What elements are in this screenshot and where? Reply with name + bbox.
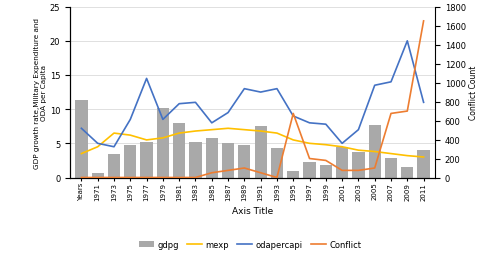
Bar	[254, 127, 267, 178]
Bar	[336, 147, 348, 178]
mexp	[388, 152, 394, 155]
odapercapi	[225, 112, 231, 115]
odapercapi	[176, 103, 182, 106]
odapercapi	[323, 123, 329, 126]
Conflict	[274, 176, 280, 179]
Bar	[418, 151, 430, 178]
Bar	[320, 166, 332, 178]
odapercapi	[78, 127, 84, 130]
mexp	[225, 127, 231, 130]
mexp	[144, 139, 150, 142]
odapercapi	[356, 129, 362, 132]
odapercapi	[209, 122, 215, 125]
Bar	[173, 123, 186, 178]
odapercapi	[339, 142, 345, 145]
Line: Conflict: Conflict	[82, 22, 423, 178]
Conflict	[176, 176, 182, 179]
Bar	[108, 154, 120, 178]
Conflict	[323, 159, 329, 162]
Conflict	[372, 167, 378, 170]
Conflict	[258, 171, 264, 174]
mexp	[111, 132, 117, 135]
mexp	[306, 142, 312, 145]
odapercapi	[128, 118, 134, 121]
Conflict	[111, 176, 117, 179]
X-axis label: Axis Title: Axis Title	[232, 206, 273, 215]
Conflict	[144, 176, 150, 179]
mexp	[290, 139, 296, 142]
Bar	[238, 145, 250, 178]
odapercapi	[258, 91, 264, 94]
Bar	[271, 149, 283, 178]
mexp	[356, 149, 362, 152]
odapercapi	[144, 77, 150, 81]
Conflict	[94, 176, 100, 179]
odapercapi	[290, 115, 296, 118]
Conflict	[242, 167, 248, 170]
Conflict	[420, 20, 426, 23]
Bar	[304, 163, 316, 178]
mexp	[192, 130, 198, 133]
Bar	[124, 145, 136, 178]
mexp	[274, 132, 280, 135]
mexp	[339, 146, 345, 149]
odapercapi	[306, 122, 312, 125]
odapercapi	[372, 84, 378, 87]
Bar	[206, 138, 218, 178]
odapercapi	[388, 81, 394, 84]
odapercapi	[242, 88, 248, 91]
Bar	[385, 159, 397, 178]
Conflict	[209, 171, 215, 174]
Line: odapercapi: odapercapi	[82, 42, 423, 147]
Bar	[140, 142, 152, 178]
odapercapi	[111, 146, 117, 149]
Y-axis label: GDP growth rate,Military Expenditure and
ODA per Capita: GDP growth rate,Military Expenditure and…	[34, 18, 47, 168]
Bar	[157, 108, 169, 178]
odapercapi	[192, 101, 198, 104]
Conflict	[78, 176, 84, 179]
Y-axis label: Conflict Count: Conflict Count	[468, 66, 477, 120]
mexp	[209, 129, 215, 132]
Conflict	[225, 169, 231, 172]
Bar	[401, 168, 413, 178]
mexp	[128, 134, 134, 137]
odapercapi	[404, 40, 410, 43]
Conflict	[356, 169, 362, 172]
Line: mexp: mexp	[82, 129, 423, 157]
mexp	[242, 129, 248, 132]
Conflict	[306, 157, 312, 161]
Conflict	[388, 113, 394, 116]
Bar	[352, 152, 364, 178]
Bar	[368, 125, 381, 178]
Conflict	[290, 113, 296, 116]
Bar	[287, 171, 300, 178]
Conflict	[404, 110, 410, 113]
mexp	[372, 150, 378, 153]
odapercapi	[160, 118, 166, 121]
Conflict	[128, 176, 134, 179]
mexp	[94, 146, 100, 149]
odapercapi	[94, 142, 100, 145]
mexp	[176, 132, 182, 135]
Bar	[76, 100, 88, 178]
Bar	[222, 144, 234, 178]
Bar	[190, 142, 202, 178]
mexp	[323, 144, 329, 147]
Legend: gdpg, mexp, odapercapi, Conflict: gdpg, mexp, odapercapi, Conflict	[136, 237, 364, 252]
odapercapi	[420, 101, 426, 104]
Conflict	[339, 169, 345, 172]
Conflict	[160, 176, 166, 179]
mexp	[404, 154, 410, 157]
mexp	[78, 152, 84, 155]
mexp	[160, 137, 166, 140]
odapercapi	[274, 88, 280, 91]
Conflict	[192, 176, 198, 179]
mexp	[258, 130, 264, 133]
mexp	[420, 156, 426, 159]
Bar	[92, 173, 104, 178]
